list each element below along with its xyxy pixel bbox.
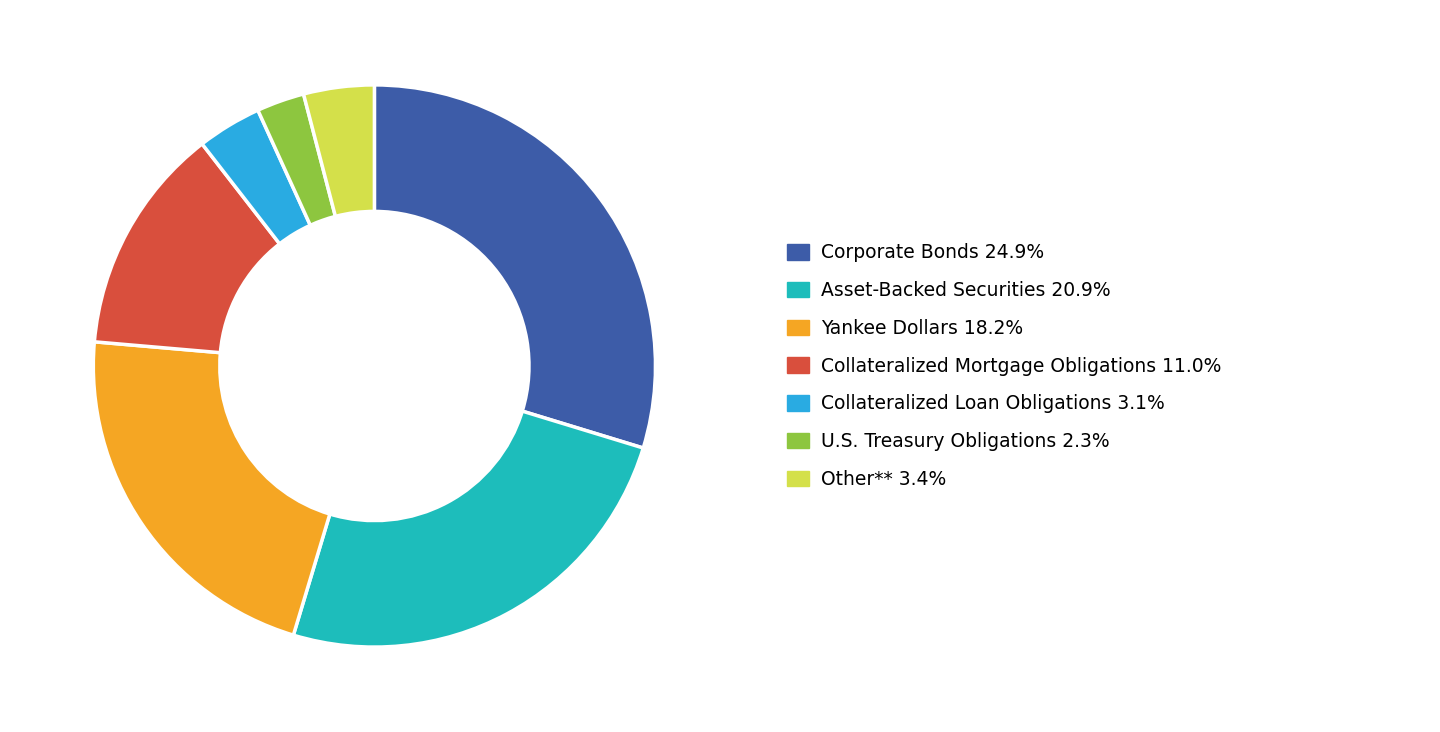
Wedge shape [202, 111, 311, 244]
Wedge shape [95, 144, 279, 353]
Legend: Corporate Bonds 24.9%, Asset-Backed Securities 20.9%, Yankee Dollars 18.2%, Coll: Corporate Bonds 24.9%, Asset-Backed Secu… [788, 243, 1221, 489]
Wedge shape [304, 85, 374, 217]
Wedge shape [94, 342, 330, 635]
Wedge shape [258, 94, 336, 225]
Wedge shape [294, 411, 644, 647]
Wedge shape [374, 85, 655, 448]
